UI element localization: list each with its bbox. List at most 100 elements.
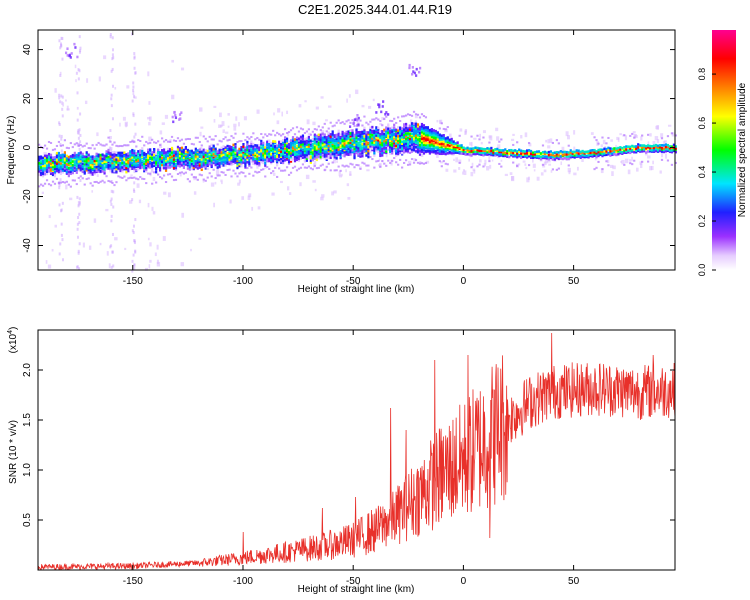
spectrogram-cell xyxy=(274,154,277,158)
spectrogram-cell xyxy=(73,159,76,163)
spectrogram-halo-cell xyxy=(61,181,65,184)
spectrogram-cell xyxy=(559,151,562,155)
spectrogram-cell xyxy=(107,148,110,152)
spectrogram-cell xyxy=(260,160,263,164)
spectrogram-cell xyxy=(389,137,392,140)
spectrogram-cell xyxy=(403,143,406,147)
spectrogram-speckle xyxy=(671,132,675,137)
spectrogram-streak xyxy=(110,197,113,201)
spectrogram-cell xyxy=(252,159,255,163)
spectrogram-cell xyxy=(393,129,396,133)
spectrogram-cell xyxy=(440,144,443,147)
spectrogram-cell xyxy=(426,141,430,145)
spectrogram-cell xyxy=(149,149,152,153)
spectrogram-cell xyxy=(361,142,364,146)
spectrogram-cell xyxy=(281,148,285,152)
spectrogram-streak xyxy=(132,253,135,257)
spectrogram-halo-cell xyxy=(369,120,372,123)
spectrogram-cell xyxy=(248,146,251,149)
spectrogram-halo-cell xyxy=(470,135,473,138)
spectrogram-cell xyxy=(164,164,168,167)
spectrogram-cell xyxy=(399,136,402,140)
spectrogram-cell xyxy=(408,144,412,148)
spectrogram-cell xyxy=(325,154,328,158)
spectrogram-cell xyxy=(208,152,211,156)
spectrogram-cell xyxy=(208,154,211,158)
spectrogram-cell xyxy=(168,149,172,153)
spectrogram-cell xyxy=(47,166,51,169)
spectrogram-speckle xyxy=(325,119,328,122)
spectrogram-cell xyxy=(109,169,112,173)
spectrogram-cell xyxy=(264,152,267,155)
spectrogram-cell xyxy=(367,141,370,145)
spectrogram-streak xyxy=(109,199,112,203)
spectrogram-cell xyxy=(321,136,324,140)
spectrogram-cell xyxy=(301,153,305,157)
spectrogram-cell xyxy=(230,152,233,155)
spectrogram-cell xyxy=(498,150,501,154)
spectrogram-halo-cell xyxy=(404,159,408,162)
spectrogram-cell xyxy=(147,148,150,152)
spectrogram-streak xyxy=(110,97,113,101)
spectrogram-speckle xyxy=(512,133,515,136)
spectrogram-halo-cell xyxy=(53,148,57,151)
spectrogram-cell xyxy=(391,149,394,153)
spectrogram-cell xyxy=(397,139,400,142)
spectrogram-cell xyxy=(648,149,652,153)
spectrogram-cell xyxy=(613,147,616,150)
spectrogram-halo-cell xyxy=(220,171,223,174)
spectrogram-cell xyxy=(141,149,144,153)
spectrogram-speckle xyxy=(509,172,513,175)
colorbar-ticks: 0.00.20.40.60.8 xyxy=(697,68,716,276)
spectrogram-halo-cell xyxy=(278,133,281,136)
spectrogram-cell xyxy=(281,142,285,146)
spectrogram-halo-cell xyxy=(61,144,65,147)
spectrogram-cell xyxy=(109,152,112,155)
spectrogram-cell xyxy=(414,122,418,126)
spectrogram-cell xyxy=(319,150,322,153)
spectrogram-cell xyxy=(357,130,360,134)
snr-xtick-label: 50 xyxy=(568,576,580,587)
spectrogram-cell xyxy=(157,164,160,167)
spectrogram-cell xyxy=(117,156,120,160)
spectrogram-speckle xyxy=(235,116,238,121)
spectrogram-speckle xyxy=(565,131,569,137)
spectrogram-cell xyxy=(289,144,293,148)
spectrogram-cell xyxy=(426,149,430,153)
spectrogram-halo-cell xyxy=(226,139,229,142)
spectrogram-cell xyxy=(403,149,406,153)
spectrogram-cell xyxy=(391,130,394,133)
spectrogram-cell xyxy=(545,155,549,159)
spectrogram-cell xyxy=(184,156,187,159)
spectrogram-cell xyxy=(180,155,184,158)
spectrogram-speckle xyxy=(462,169,465,172)
spectrogram-cell xyxy=(331,147,334,150)
spectrogram-cell xyxy=(214,154,217,158)
spectrogram-cell xyxy=(252,157,255,160)
spectrogram-cell xyxy=(240,151,243,154)
spectrogram-streak xyxy=(78,221,81,225)
spectrogram-cell xyxy=(160,149,164,152)
spectrogram-cell xyxy=(228,154,231,158)
spectrogram-halo-cell xyxy=(71,179,74,182)
spectrogram-speckle xyxy=(156,259,159,265)
spectrogram-cell xyxy=(404,148,408,151)
spectrogram-cell xyxy=(327,136,330,140)
spectrogram-cell xyxy=(625,148,628,151)
spectrogram-cell xyxy=(299,145,303,148)
spectrogram-cell xyxy=(127,156,130,160)
spectrogram-cell xyxy=(440,136,443,139)
spectrogram-cell xyxy=(391,139,394,143)
spectrogram-cell xyxy=(210,155,213,158)
spectrogram-cell xyxy=(204,155,207,158)
spectrogram-cell xyxy=(393,126,396,130)
spectrogram-blob-cell xyxy=(172,120,175,124)
spectrogram-cell xyxy=(307,147,310,151)
spectrogram-speckle xyxy=(162,236,166,241)
spectrogram-cell xyxy=(250,142,253,145)
spectrogram-cell xyxy=(375,130,378,133)
spectrogram-cell xyxy=(214,157,217,160)
spectrogram-speckle xyxy=(359,166,362,169)
spectrogram-speckle xyxy=(122,116,126,121)
spectrogram-cell xyxy=(93,168,96,172)
